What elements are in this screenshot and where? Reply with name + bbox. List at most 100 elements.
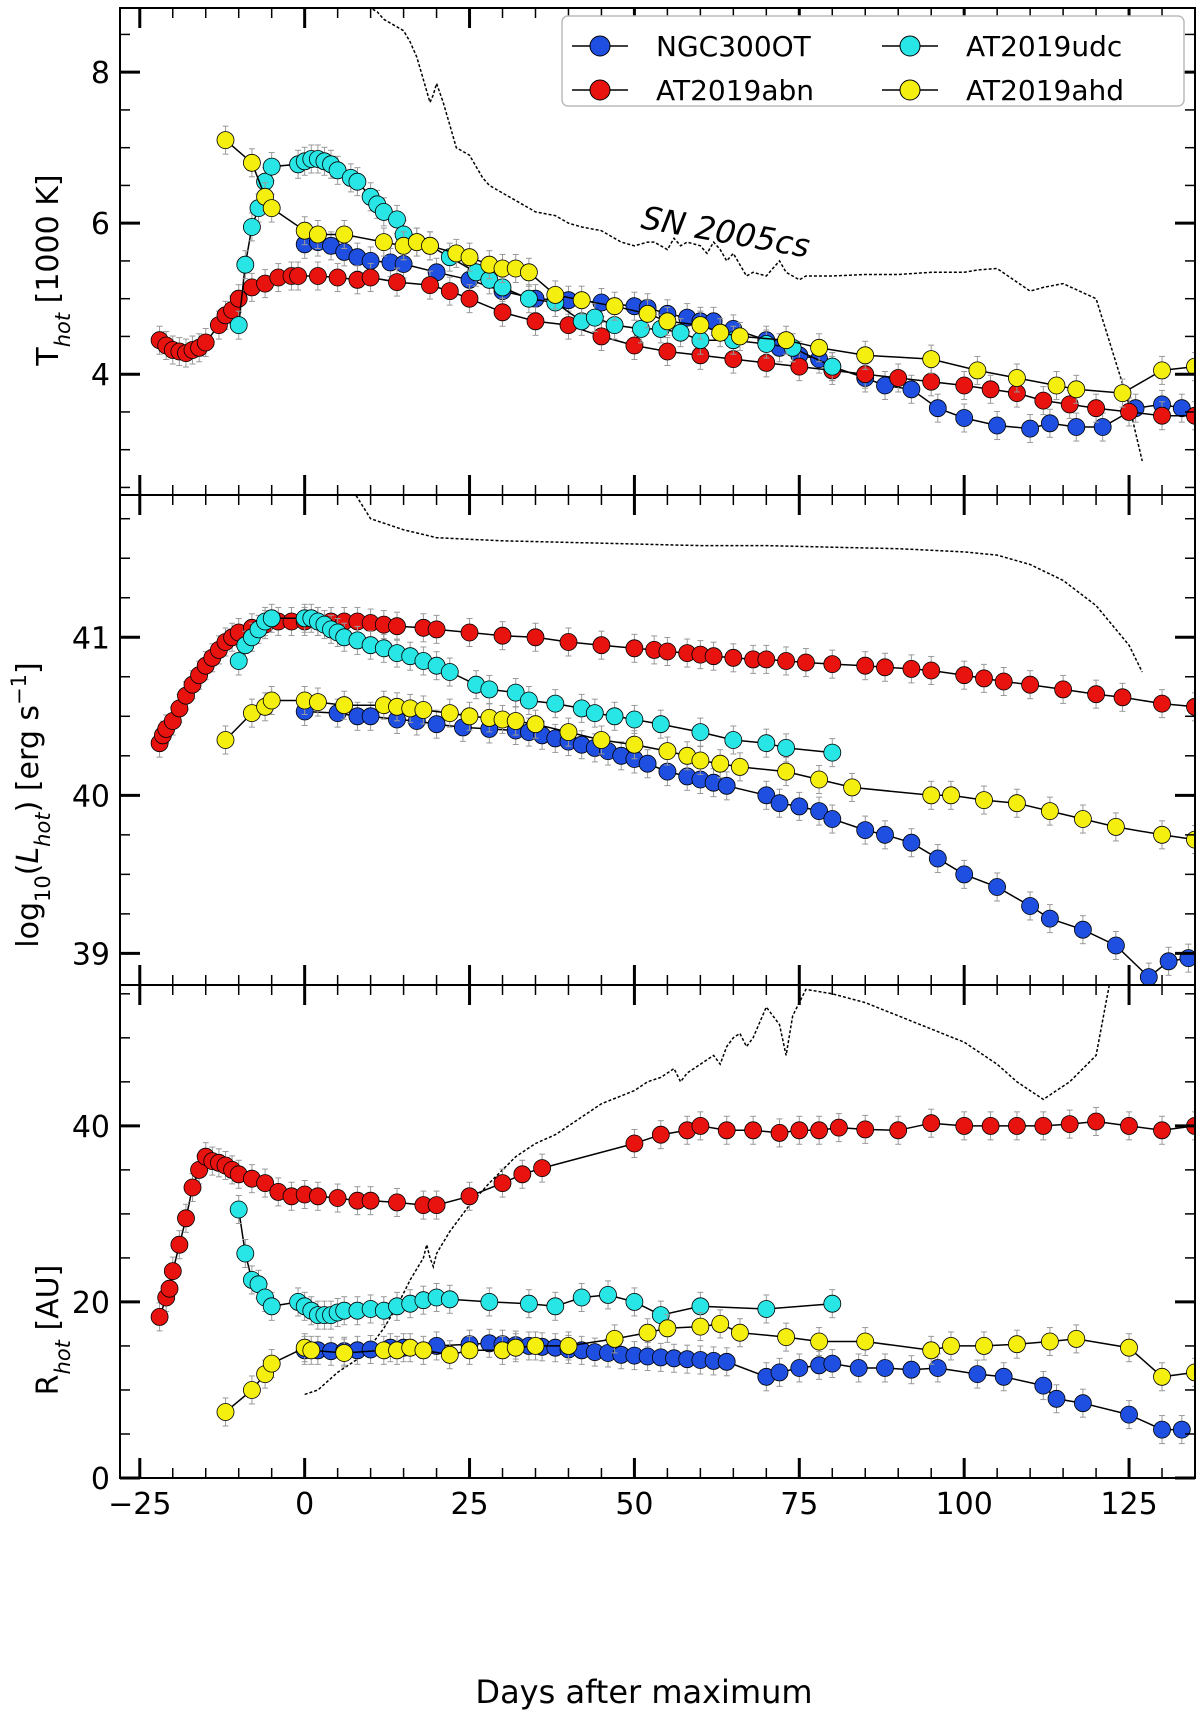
data-point	[625, 336, 644, 355]
data-point	[704, 647, 723, 666]
data-point	[414, 701, 433, 719]
data-point	[1087, 1112, 1105, 1131]
data-point	[506, 1338, 525, 1357]
data-point	[830, 1118, 848, 1137]
reference-curve-sn2005cs	[354, 495, 1143, 673]
data-point	[1186, 1363, 1195, 1382]
data-point	[942, 1337, 960, 1355]
data-point	[777, 331, 795, 350]
data-point	[902, 660, 921, 678]
data-point	[585, 308, 604, 327]
data-point	[493, 626, 512, 645]
data-point	[1021, 675, 1039, 694]
data-point	[1034, 1117, 1053, 1135]
data-point	[724, 648, 743, 667]
data-point	[717, 1352, 736, 1371]
data-point	[216, 1403, 235, 1421]
data-point	[526, 1337, 545, 1355]
data-point	[242, 1381, 261, 1399]
data-point	[414, 1341, 433, 1360]
data-point	[1153, 1121, 1171, 1140]
data-point	[177, 1209, 195, 1228]
data-point	[691, 751, 710, 770]
series-at2019abn	[150, 1106, 1195, 1332]
data-point	[1021, 897, 1039, 915]
data-point	[460, 1187, 479, 1206]
data-point	[922, 661, 941, 680]
legend-label: AT2019ahd	[966, 74, 1124, 107]
data-point	[1047, 1389, 1066, 1408]
data-point	[1047, 376, 1066, 395]
data-point	[328, 1189, 347, 1207]
data-point	[638, 304, 657, 323]
x-tick-label: 100	[936, 1487, 993, 1522]
data-point	[691, 1117, 710, 1135]
data-point	[849, 1359, 868, 1377]
data-point	[526, 628, 545, 647]
data-point	[559, 1337, 578, 1355]
data-point	[216, 131, 235, 150]
data-point	[922, 1114, 941, 1133]
data-point	[520, 289, 538, 308]
data-point	[691, 723, 710, 741]
data-point	[1186, 830, 1195, 849]
legend-box	[561, 15, 1185, 107]
series-at2019udc	[229, 144, 842, 382]
data-point	[1060, 395, 1079, 414]
data-point	[1067, 380, 1086, 399]
data-point	[1153, 361, 1171, 380]
data-point	[717, 1121, 736, 1140]
data-point	[493, 303, 512, 322]
data-point	[823, 1294, 842, 1313]
data-point	[460, 1341, 479, 1360]
data-point	[348, 172, 367, 191]
data-point	[1153, 406, 1171, 425]
data-point	[1008, 1117, 1026, 1135]
data-point	[460, 248, 479, 267]
data-point	[262, 1297, 281, 1316]
data-point	[717, 776, 736, 795]
temperature-panel: Thot [1000 K] SN 2005cs 4 6 8	[31, 7, 1196, 496]
data-point	[421, 276, 439, 295]
data-point	[262, 1354, 281, 1373]
data-point	[790, 1121, 809, 1140]
data-point	[328, 161, 347, 180]
y-tick-label: 20	[72, 1286, 110, 1321]
data-point	[994, 672, 1013, 691]
data-point	[440, 1345, 459, 1364]
data-point	[955, 666, 974, 685]
data-point	[546, 1297, 565, 1316]
data-point	[1153, 1420, 1171, 1439]
data-point	[592, 636, 611, 655]
data-point	[658, 762, 677, 781]
data-point	[1113, 384, 1132, 403]
panel-frame	[119, 984, 1196, 1479]
data-point	[658, 1319, 677, 1338]
data-point	[638, 1323, 657, 1342]
data-point	[731, 758, 749, 776]
data-point	[955, 409, 974, 427]
data-point	[922, 350, 941, 369]
y-tick-label: 41	[72, 621, 110, 656]
data-point	[691, 316, 710, 335]
data-point	[520, 691, 538, 710]
data-point	[1120, 1338, 1138, 1357]
data-point	[981, 380, 1000, 399]
series-at2019udc	[229, 1194, 842, 1330]
data-point	[440, 1290, 459, 1309]
y-tick-label: 0	[91, 1462, 110, 1497]
legend-marker	[589, 79, 611, 101]
data-point	[605, 297, 624, 316]
data-point	[1107, 936, 1125, 955]
data-point	[942, 786, 960, 805]
data-point	[770, 1124, 789, 1142]
data-point	[1067, 1330, 1086, 1348]
series-at2019ahd	[216, 1309, 1195, 1427]
data-point	[1041, 909, 1059, 928]
data-point	[361, 1191, 380, 1210]
data-point	[823, 655, 842, 673]
data-point	[460, 623, 479, 642]
data-point	[810, 770, 828, 789]
data-point	[658, 342, 677, 361]
